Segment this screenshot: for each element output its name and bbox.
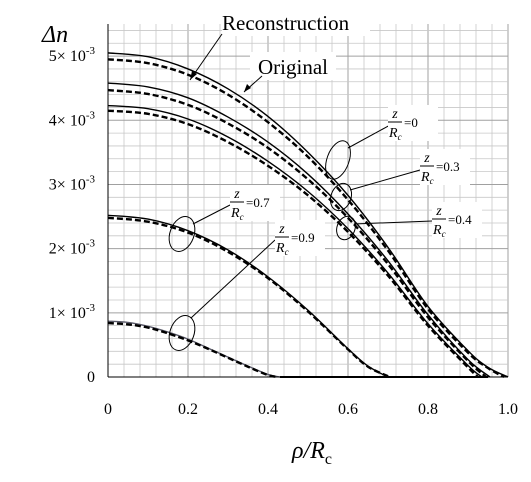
legend-label-reconstruction: Reconstruction — [222, 11, 350, 35]
y-tick-mantissa: 1× 10 — [49, 305, 86, 322]
y-tick-mantissa: 2× 10 — [49, 241, 86, 258]
curve-z0-reconstruction — [107, 52, 509, 378]
annotation-numerator: z — [233, 187, 240, 202]
annotation-ellipse — [168, 315, 196, 351]
legend-label-original: Original — [258, 55, 328, 79]
annotation-ellipse — [325, 140, 351, 180]
curve-z09-original — [107, 321, 279, 379]
y-tick-label: 3× 10-3 — [49, 173, 96, 193]
annotation-leader — [190, 239, 276, 319]
y-tick-label: 4× 10-3 — [49, 109, 96, 129]
y-tick-exponent: -3 — [86, 45, 96, 57]
annotation-ellipse — [168, 216, 196, 252]
annotation-denominator-subscript: c — [240, 212, 244, 222]
legend-bg-2 — [250, 52, 336, 80]
annotation-numerator: z — [391, 107, 398, 122]
curve-z07-original — [107, 216, 391, 379]
y-tick-label: 0 — [87, 369, 95, 386]
y-tick-exponent: -3 — [86, 173, 96, 185]
axes: 0 0.2 0.4 0.6 0.8 1.001× 10-32× 10-33× 10-34×… — [49, 24, 518, 418]
annotation-numerator: z — [278, 222, 285, 237]
x-tick-label: 0.4 — [258, 401, 278, 418]
annotation-bg — [230, 185, 280, 221]
x-tick-label: 0.8 — [418, 401, 438, 418]
annotation-denominator-subscript: c — [442, 229, 446, 239]
annotation-leader — [192, 204, 231, 225]
annotation-ellipse — [336, 215, 356, 241]
curve-z0-original — [107, 58, 505, 379]
legend: Reconstruction Original — [189, 8, 370, 93]
annotation-bg — [432, 202, 482, 238]
annotation-leader — [349, 169, 421, 191]
annotation-denominator-subscript: c — [285, 247, 289, 257]
y-tick-exponent: -3 — [86, 109, 96, 121]
y-tick-label: 2× 10-3 — [49, 238, 96, 258]
annotation-leader — [347, 123, 393, 149]
legend-pointer-reconstruction — [189, 33, 223, 81]
y-tick-label: 1× 10-3 — [49, 302, 96, 322]
y-tick-mantissa: 4× 10 — [49, 112, 86, 129]
annotation-denominator-subscript: c — [430, 176, 434, 186]
legend-arrowhead-reconstruction — [190, 71, 197, 80]
y-axis-label: Δn — [41, 22, 68, 48]
y-tick-exponent: -3 — [86, 238, 96, 250]
annotation-value: =0 — [404, 115, 418, 130]
x-tick-label: 0 — [104, 401, 112, 418]
curve-z03-reconstruction — [107, 82, 491, 378]
annotation-bg — [388, 105, 438, 141]
legend-bg — [222, 8, 370, 36]
x-tick-label: 0.2 — [178, 401, 198, 418]
y-tick-label: 5× 10-3 — [49, 45, 96, 65]
x-axis-label: ρ/Rc — [291, 438, 332, 468]
annotation-denominator-subscript: c — [398, 132, 402, 142]
y-tick-mantissa: 5× 10 — [49, 48, 86, 65]
annotation-value: =0.7 — [246, 195, 270, 210]
annotation-numerator: z — [423, 151, 430, 166]
annotation-ellipse — [329, 182, 353, 212]
curve-z04-reconstruction — [107, 104, 483, 378]
y-tick-mantissa: 3× 10 — [49, 176, 86, 193]
annotation-value: =0.4 — [448, 212, 472, 227]
x-tick-label: 0.6 — [338, 401, 358, 418]
annotation-bg — [275, 220, 325, 256]
x-axis-label-subscript: c — [325, 451, 332, 468]
annotation-value: =0.3 — [436, 159, 460, 174]
curve-z04-original — [107, 109, 479, 378]
legend-arrowhead-original — [244, 84, 251, 92]
data-curves — [107, 52, 509, 379]
annotation-leader — [353, 220, 433, 225]
curve-z03-original — [107, 88, 487, 378]
y-tick-mantissa: 0 — [87, 369, 95, 386]
annotation-bg — [420, 149, 470, 185]
annotation-value: =0.9 — [291, 230, 315, 245]
x-tick-label: 1.0 — [498, 401, 518, 418]
y-tick-exponent: -3 — [86, 302, 96, 314]
annotation-numerator: z — [435, 204, 442, 219]
